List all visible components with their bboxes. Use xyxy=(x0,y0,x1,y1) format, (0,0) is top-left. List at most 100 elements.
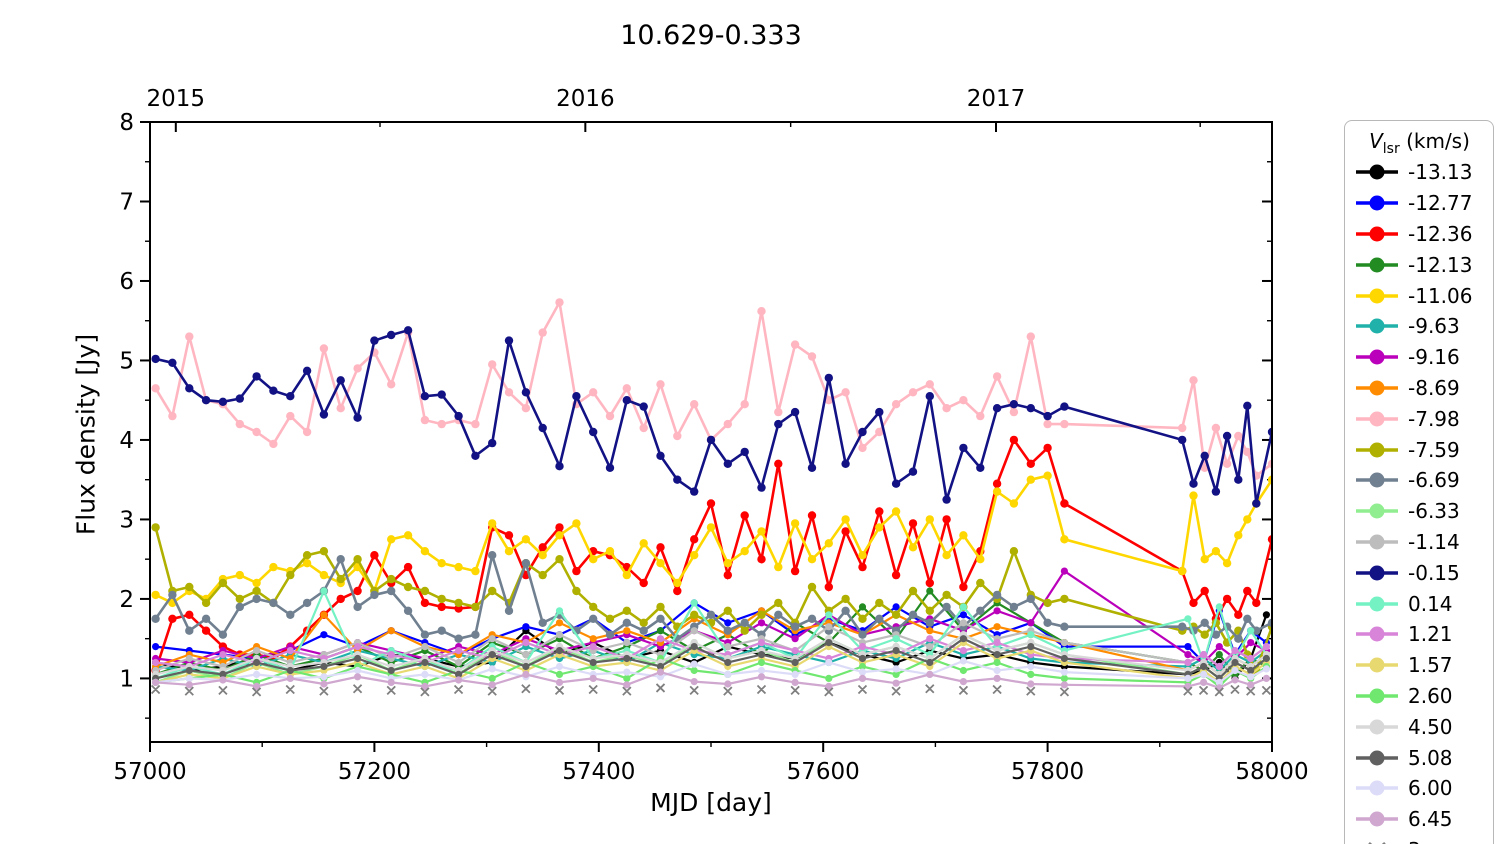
data-point xyxy=(455,658,463,667)
data-point xyxy=(1234,610,1243,619)
data-point xyxy=(690,627,698,635)
data-point xyxy=(656,380,665,389)
data-point xyxy=(926,670,934,679)
data-point xyxy=(639,618,648,627)
legend-line-marker-icon xyxy=(1356,719,1398,735)
svg-text:2016: 2016 xyxy=(556,86,615,112)
sigma-x-icon xyxy=(1368,841,1386,844)
data-point xyxy=(185,674,193,683)
data-point xyxy=(622,396,631,405)
data-point xyxy=(420,586,430,596)
data-point xyxy=(1189,491,1198,500)
data-point xyxy=(403,531,413,540)
data-point xyxy=(201,626,211,635)
series-line xyxy=(155,670,1267,690)
data-point xyxy=(825,623,833,631)
data-point xyxy=(623,627,631,635)
legend-item: -12.36 xyxy=(1354,219,1493,250)
data-point xyxy=(774,598,783,608)
data-point xyxy=(690,400,699,409)
legend-item: -0.15 xyxy=(1354,557,1493,588)
legend-label: 0.14 xyxy=(1408,591,1453,616)
data-point xyxy=(656,451,665,460)
data-point xyxy=(488,651,496,659)
data-point xyxy=(1009,547,1019,556)
data-point xyxy=(1262,654,1270,663)
data-point xyxy=(959,396,968,405)
data-point xyxy=(185,626,194,635)
data-point xyxy=(151,354,160,364)
data-point xyxy=(572,566,581,576)
data-point xyxy=(992,487,1002,496)
data-point xyxy=(1189,376,1198,385)
data-point xyxy=(253,647,261,655)
data-point xyxy=(1060,419,1069,429)
data-point xyxy=(521,559,531,568)
legend-line-marker-icon xyxy=(1356,349,1398,365)
series-line xyxy=(155,659,1267,684)
data-point xyxy=(908,519,918,528)
legend-item: -8.69 xyxy=(1354,373,1493,404)
legend-item: -6.69 xyxy=(1354,465,1493,496)
data-point xyxy=(1234,475,1243,484)
data-point xyxy=(959,657,968,665)
data-point xyxy=(1026,404,1036,413)
legend-line-marker-icon xyxy=(1356,596,1398,612)
data-point xyxy=(673,475,682,484)
series-line xyxy=(155,474,1272,605)
data-point xyxy=(320,680,328,688)
legend-line-marker-icon xyxy=(1356,288,1398,304)
legend-label: -7.98 xyxy=(1408,406,1460,431)
data-point xyxy=(370,336,379,345)
data-point xyxy=(824,582,833,592)
data-point xyxy=(740,626,749,635)
data-point xyxy=(892,635,900,643)
data-point xyxy=(219,651,227,659)
data-point xyxy=(622,384,631,393)
data-point xyxy=(387,574,396,584)
data-point xyxy=(807,511,817,520)
data-point xyxy=(690,660,698,668)
data-point xyxy=(740,511,749,520)
legend-item: 6.00 xyxy=(1354,773,1493,804)
data-point xyxy=(235,419,244,429)
data-point xyxy=(370,590,379,600)
data-point xyxy=(555,298,564,307)
data-point xyxy=(471,602,480,612)
data-point xyxy=(723,419,732,429)
data-point xyxy=(521,388,531,397)
data-point xyxy=(353,586,362,596)
data-point xyxy=(757,555,766,564)
svg-text:2: 2 xyxy=(119,587,134,613)
data-point xyxy=(336,594,345,604)
data-point xyxy=(623,681,631,689)
data-point xyxy=(1247,639,1255,647)
legend-item: -9.63 xyxy=(1354,311,1493,342)
svg-text:57800: 57800 xyxy=(1011,759,1084,785)
legend-title-unit: (km/s) xyxy=(1399,129,1470,153)
data-point xyxy=(1243,586,1252,596)
data-point xyxy=(1215,651,1223,659)
data-point xyxy=(622,570,631,580)
legend-label: 1.57 xyxy=(1408,653,1453,678)
data-point xyxy=(891,400,901,409)
data-point xyxy=(656,602,665,612)
data-point xyxy=(1026,332,1036,341)
data-point xyxy=(589,643,597,651)
series-line xyxy=(155,637,1268,668)
data-point xyxy=(774,419,783,429)
data-point xyxy=(1200,662,1208,671)
data-point xyxy=(353,364,362,373)
data-point xyxy=(841,594,850,604)
data-point xyxy=(858,654,867,663)
data-point xyxy=(1200,678,1208,687)
data-point xyxy=(690,643,698,651)
data-point xyxy=(218,578,228,588)
data-point xyxy=(623,654,631,663)
data-point xyxy=(471,630,480,639)
data-point xyxy=(706,435,716,445)
legend-item: 1.57 xyxy=(1354,650,1493,681)
data-point xyxy=(1027,662,1035,671)
data-point xyxy=(555,531,564,540)
data-point xyxy=(353,555,362,564)
